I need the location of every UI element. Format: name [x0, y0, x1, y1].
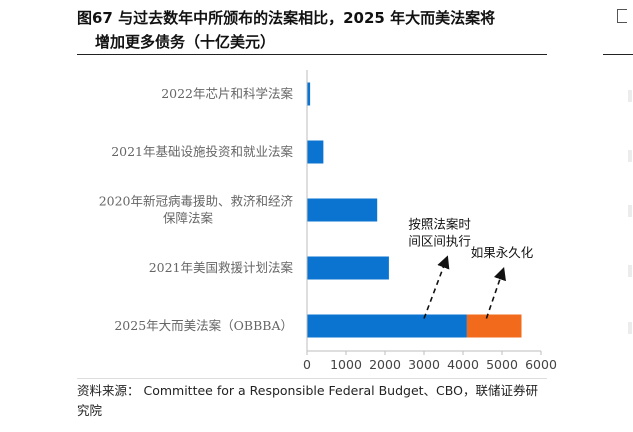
adjacent-title-divider — [603, 54, 633, 55]
x-tick-label: 4000 — [447, 357, 479, 372]
bar-extension-4 — [466, 314, 522, 338]
bars-layer — [307, 82, 522, 338]
x-tick-label: 5000 — [486, 357, 518, 372]
bar-base-1 — [307, 140, 324, 164]
bar-base-0 — [307, 82, 311, 106]
category-label-1: 2021年基础设施投资和就业法案 — [111, 144, 293, 159]
category-label-2: 保障法案 — [163, 211, 214, 226]
annotation-arrow-0 — [423, 255, 450, 319]
x-tick-label: 2000 — [369, 357, 401, 372]
adjacent-figure-glyph — [617, 9, 627, 23]
x-axis: 0 1000 2000 3000 4000 5000 6000 — [303, 70, 557, 372]
annotation-arrow-1 — [485, 267, 506, 319]
source-divider — [77, 378, 547, 379]
category-label-0: 2022年芯片和科学法案 — [161, 86, 293, 101]
chart-title: 图67 与过去数年中所颁布的法案相比，2025 年大而美法案将 增加更多债务（十… — [77, 6, 547, 54]
annotation-label-0: 按照法案时 — [408, 216, 471, 231]
adjacent-tick-mark — [628, 205, 632, 217]
category-labels-layer: 2022年芯片和科学法案 2021年基础设施投资和就业法案 2020年新冠病毒援助、… — [99, 86, 294, 333]
annotation-label-1: 如果永久化 — [471, 245, 534, 260]
bar-base-3 — [307, 256, 389, 280]
bar-base-4 — [307, 314, 467, 338]
adjacent-tick-mark — [628, 150, 632, 162]
title-divider — [77, 54, 547, 55]
category-label-2: 2020年新冠病毒援助、救济和经济 — [99, 194, 294, 209]
adjacent-tick-mark — [628, 265, 632, 277]
category-label-3: 2021年美国救援计划法案 — [149, 260, 294, 275]
category-label-4: 2025年大而美法案（OBBBA） — [114, 318, 293, 333]
adjacent-tick-mark — [628, 90, 632, 102]
x-tick-label: 0 — [303, 357, 311, 372]
chart-title-line2: 增加更多债务（十亿美元） — [95, 33, 276, 51]
bar-base-2 — [307, 198, 378, 222]
x-tick-label: 3000 — [408, 357, 440, 372]
chart-title-line1: 图67 与过去数年中所颁布的法案相比，2025 年大而美法案将 — [77, 9, 496, 27]
x-tick-label: 6000 — [525, 357, 557, 372]
source-note: 资料来源： Committee for a Responsible Federa… — [77, 383, 538, 418]
annotation-label-0: 间区间执行 — [408, 233, 471, 248]
adjacent-tick-mark — [628, 322, 632, 334]
x-tick-label: 1000 — [330, 357, 362, 372]
